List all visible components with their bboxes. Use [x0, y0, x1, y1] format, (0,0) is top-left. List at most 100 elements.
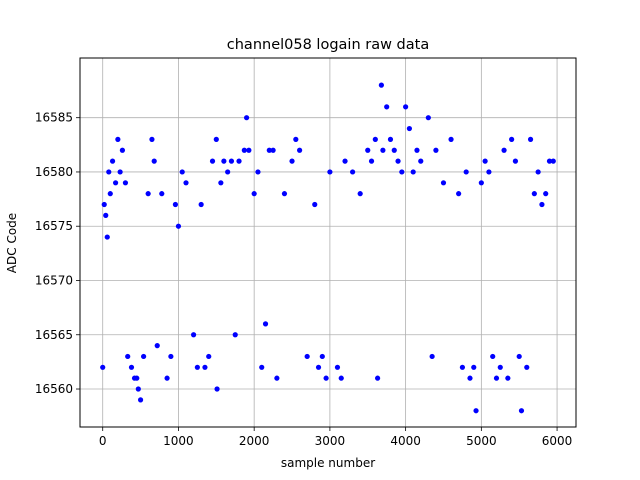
y-tick-label: 16570 [35, 273, 73, 287]
data-point [232, 332, 238, 338]
data-point [312, 201, 318, 208]
data-point [183, 180, 189, 186]
data-point [117, 169, 123, 175]
x-tick-label: 3000 [315, 434, 346, 448]
data-point [262, 321, 269, 327]
data-point [259, 364, 265, 370]
data-point [372, 136, 378, 142]
data-point [550, 158, 556, 164]
data-point [380, 147, 386, 153]
data-point [106, 169, 112, 175]
data-point [236, 158, 242, 164]
data-point [179, 169, 185, 175]
data-point [350, 169, 356, 175]
x-tick-label: 4000 [390, 434, 421, 448]
data-point [206, 353, 212, 360]
data-point [255, 169, 261, 175]
data-point [112, 180, 119, 186]
data-point [418, 158, 424, 164]
data-point [323, 375, 329, 381]
data-point [501, 147, 507, 153]
data-point [172, 201, 179, 208]
data-point [125, 353, 131, 360]
data-point [512, 158, 519, 164]
data-point [164, 375, 170, 381]
data-point [289, 158, 295, 164]
data-point [395, 158, 401, 164]
data-point [137, 397, 144, 403]
x-tick-label: 0 [99, 434, 107, 448]
data-point [243, 115, 250, 121]
data-point [375, 375, 381, 381]
data-point [471, 364, 477, 370]
data-point [319, 353, 325, 360]
data-point [293, 136, 299, 142]
y-tick-label: 16575 [35, 219, 73, 233]
data-point [535, 169, 541, 175]
data-point [527, 136, 534, 142]
data-point [456, 191, 462, 197]
data-point [425, 115, 431, 121]
data-point [198, 201, 204, 208]
y-tick-label: 16560 [35, 382, 73, 396]
data-point [104, 234, 110, 240]
data-point [274, 375, 280, 381]
data-point [327, 169, 333, 175]
y-axis-label: ADC Code [5, 213, 19, 273]
data-point [406, 125, 413, 132]
data-point [221, 158, 227, 164]
data-point [473, 408, 479, 414]
data-point [378, 82, 384, 88]
data-points [100, 82, 556, 414]
data-point [342, 158, 348, 164]
data-point [448, 136, 454, 142]
data-point [134, 375, 140, 381]
data-point [531, 191, 537, 197]
data-point [128, 364, 135, 370]
data-point [103, 212, 109, 218]
data-point [154, 343, 160, 349]
data-point [524, 364, 530, 370]
data-point [109, 158, 116, 164]
y-tick-label: 16585 [35, 111, 73, 125]
data-point [429, 353, 435, 360]
data-point [218, 180, 224, 186]
data-point [315, 364, 322, 370]
data-point [539, 201, 545, 208]
data-point [225, 169, 231, 175]
data-point [365, 147, 371, 153]
data-point [297, 147, 303, 153]
data-point [509, 136, 515, 142]
data-point [266, 147, 272, 153]
data-point [107, 191, 113, 197]
data-point [493, 375, 500, 381]
data-point [151, 158, 157, 164]
y-tick-label: 16580 [35, 165, 73, 179]
data-point [516, 353, 522, 360]
data-point [115, 136, 121, 142]
x-tick-label: 5000 [466, 434, 497, 448]
data-point [403, 104, 409, 110]
data-point [202, 364, 208, 370]
data-point [228, 158, 235, 164]
data-point [433, 147, 439, 153]
data-point [213, 136, 219, 142]
data-point [543, 191, 549, 197]
y-tick-label: 16565 [35, 328, 73, 342]
data-point [241, 147, 247, 153]
data-point [190, 332, 197, 338]
x-axis-label: sample number [281, 456, 375, 470]
data-point [194, 364, 200, 370]
data-point [518, 408, 525, 414]
data-point [145, 191, 151, 197]
data-point [100, 364, 106, 370]
data-point [391, 147, 397, 153]
plot-frame [79, 57, 577, 428]
data-point [490, 353, 496, 360]
x-tick-label: 2000 [239, 434, 270, 448]
data-point [270, 147, 276, 153]
data-point [119, 147, 126, 153]
grid [80, 58, 576, 427]
